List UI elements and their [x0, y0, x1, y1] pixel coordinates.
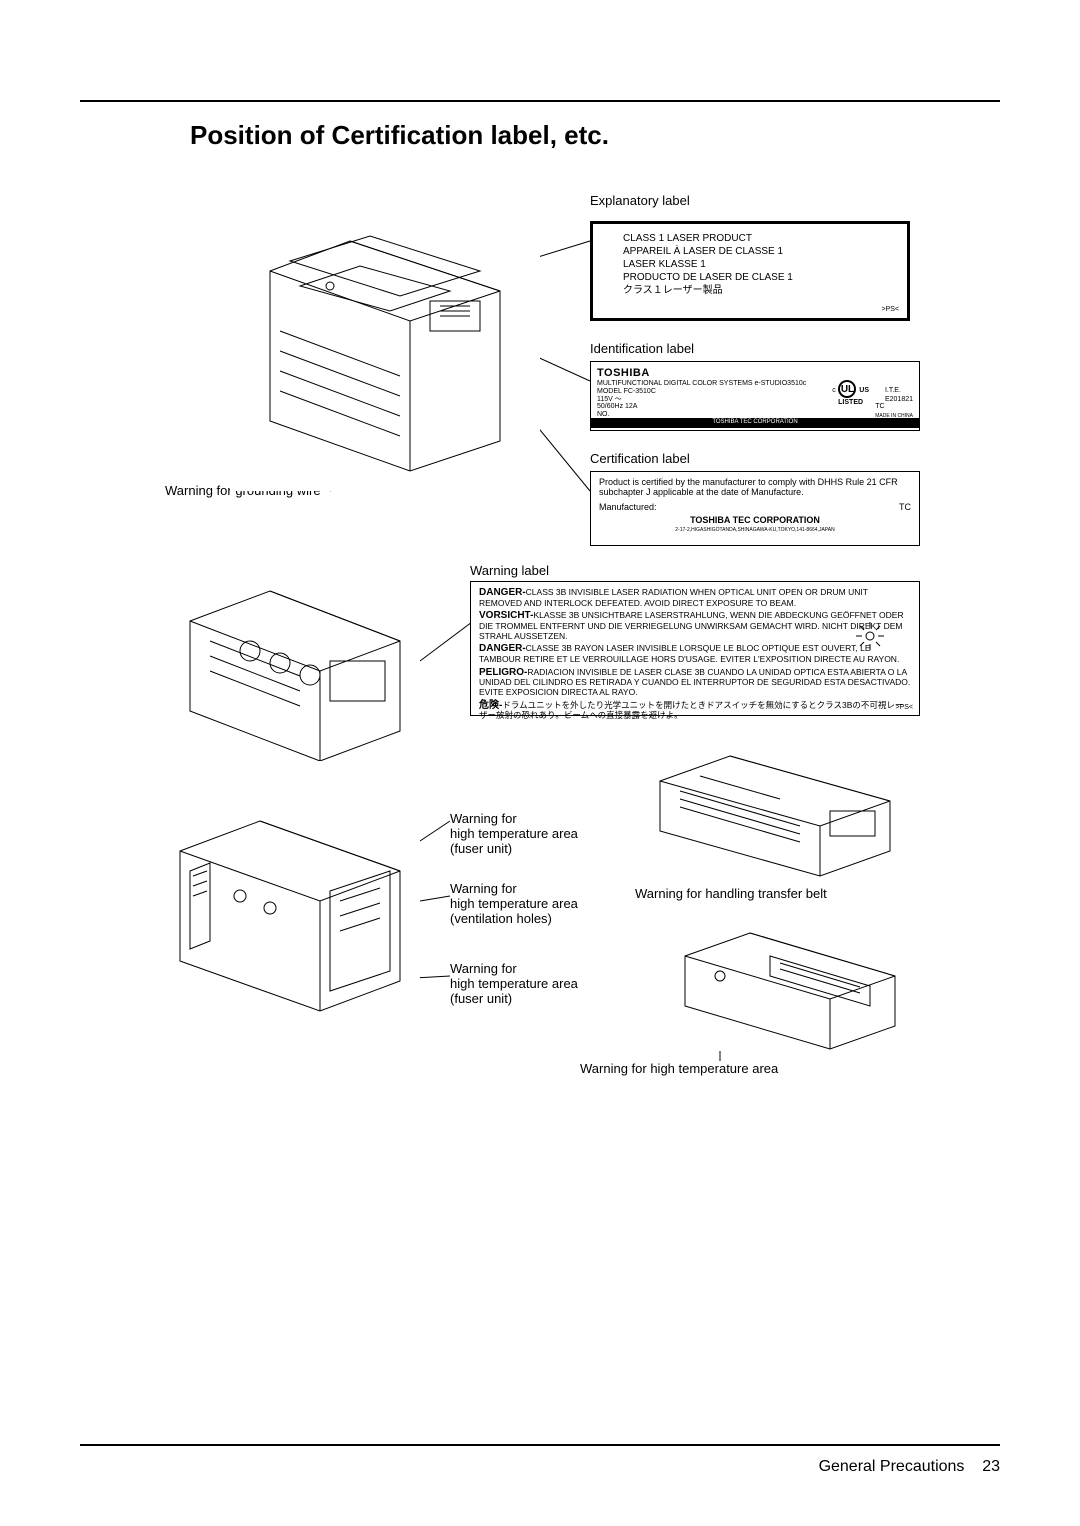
- tc: TC: [875, 403, 884, 410]
- t: ドラムユニットを外したり光学ユニットを開けたときドアスイッチを無効にするとクラス…: [479, 700, 903, 721]
- h: DANGER-: [479, 587, 526, 598]
- line: Warning for: [450, 881, 517, 896]
- t: CLASSE 3B RAYON LASER INVISIBLE LORSQUE …: [479, 643, 899, 664]
- printer-side-diagram: [160, 801, 420, 1021]
- footer-rule: [80, 1444, 1000, 1446]
- caption-warning-label: Warning label: [470, 563, 549, 578]
- h: PELIGRO-: [479, 667, 527, 678]
- printer-inner-diagram: [170, 581, 420, 761]
- line: 50/60Hz 12A: [597, 403, 637, 410]
- high-temp-diagram: [670, 921, 910, 1051]
- t: CLASS 3B INVISIBLE LASER RADIATION WHEN …: [479, 587, 868, 608]
- kiken: 危険-ドラムユニットを外したり光学ユニットを開けたときドアスイッチを無効にすると…: [479, 700, 911, 721]
- peligro: PELIGRO-RADIACION INVISIBLE DE LASER CLA…: [479, 667, 911, 698]
- caption-identification: Identification label: [590, 341, 694, 356]
- caption-temp3: Warning for high temperature area (fuser…: [450, 961, 600, 1006]
- made: MADE IN CHINA: [875, 413, 913, 419]
- line: CLASS 1 LASER PRODUCT: [623, 232, 897, 245]
- caption-hightemp: Warning for high temperature area: [580, 1061, 778, 1076]
- page-footer: General Precautions 23: [80, 1444, 1000, 1476]
- line: クラス１レーザー製品: [623, 284, 897, 297]
- ps-mark: >PS<: [881, 305, 899, 314]
- corp: TOSHIBA TEC CORPORATION: [712, 419, 797, 427]
- line: LASER KLASSE 1: [623, 258, 897, 271]
- line: Warning for: [450, 961, 517, 976]
- corp: TOSHIBA TEC CORPORATION: [599, 515, 911, 527]
- line: high temperature area: [450, 976, 578, 991]
- line: PRODUCTO DE LASER DE CLASE 1: [623, 271, 897, 284]
- ul-mark: c UL US LISTED: [832, 380, 869, 407]
- line: Warning for: [450, 811, 517, 826]
- caption-belt: Warning for handling transfer belt: [635, 886, 827, 901]
- line: 115V ～: [597, 396, 622, 403]
- ul-listed: LISTED: [832, 398, 869, 407]
- t: KLASSE 3B UNSICHTBARE LASERSTRAHLUNG, WE…: [479, 610, 904, 640]
- line: (ventilation holes): [450, 911, 552, 926]
- explanatory-label-box: CLASS 1 LASER PRODUCT APPAREIL À LASER D…: [590, 221, 910, 321]
- danger2: DANGER-CLASSE 3B RAYON LASER INVISIBLE L…: [479, 643, 911, 664]
- line: NO.: [597, 411, 609, 418]
- printer-main-diagram: [230, 211, 540, 491]
- id-footer: TOSHIBA TEC CORPORATION: [591, 418, 919, 428]
- danger1: DANGER-CLASS 3B INVISIBLE LASER RADIATIO…: [479, 587, 911, 608]
- tc: TC: [899, 502, 911, 514]
- line: MULTIFUNCTIONAL DIGITAL COLOR SYSTEMS e-…: [597, 380, 806, 387]
- ps-mark: >PS<: [895, 704, 913, 712]
- line: APPAREIL À LASER DE CLASSE 1: [623, 245, 897, 258]
- page-title: Position of Certification label, etc.: [190, 120, 1000, 151]
- ul-us: US: [859, 387, 869, 394]
- manufactured: Manufactured:: [599, 502, 657, 514]
- h: VORSICHT-: [479, 610, 533, 621]
- transfer-belt-diagram: [640, 741, 910, 881]
- certification-label-box: Product is certified by the manufacturer…: [590, 471, 920, 546]
- page-number: 23: [982, 1458, 1000, 1475]
- line: (fuser unit): [450, 991, 512, 1006]
- diagram-area: Explanatory label Identification label C…: [80, 181, 1000, 1281]
- laser-burst-icon: [856, 622, 884, 650]
- vorsicht: VORSICHT-KLASSE 3B UNSICHTBARE LASERSTRA…: [479, 610, 911, 641]
- t: RADIACION INVISIBLE DE LASER CLASE 3B CU…: [479, 667, 910, 697]
- identification-label-box: TOSHIBA MULTIFUNCTIONAL DIGITAL COLOR SY…: [590, 361, 920, 431]
- caption-temp1: Warning for high temperature area (fuser…: [450, 811, 600, 856]
- caption-certification: Certification label: [590, 451, 690, 466]
- line: (fuser unit): [450, 841, 512, 856]
- line: MODEL FC-3510C: [597, 388, 656, 395]
- toshiba-logo: TOSHIBA: [597, 366, 913, 380]
- h: DANGER-: [479, 643, 526, 654]
- top-rule: [80, 100, 1000, 102]
- h: 危険-: [479, 700, 502, 711]
- ite: I.T.E.: [885, 387, 901, 394]
- addr: 2-17-2,HIGASHIGOTANDA,SHINAGAWA-KU,TOKYO…: [599, 527, 911, 534]
- warning-label-box: DANGER-CLASS 3B INVISIBLE LASER RADIATIO…: [470, 581, 920, 716]
- line: high temperature area: [450, 896, 578, 911]
- ul-circle: UL: [838, 380, 856, 398]
- ul-c: c: [832, 387, 836, 394]
- tc-made: TC MADE IN CHINA: [875, 402, 913, 420]
- line: high temperature area: [450, 826, 578, 841]
- caption-temp2: Warning for high temperature area (venti…: [450, 881, 610, 926]
- section-name: General Precautions: [819, 1458, 965, 1475]
- footer-text: General Precautions 23: [80, 1458, 1000, 1476]
- cert-text: Product is certified by the manufacturer…: [599, 477, 911, 498]
- caption-explanatory: Explanatory label: [590, 193, 690, 208]
